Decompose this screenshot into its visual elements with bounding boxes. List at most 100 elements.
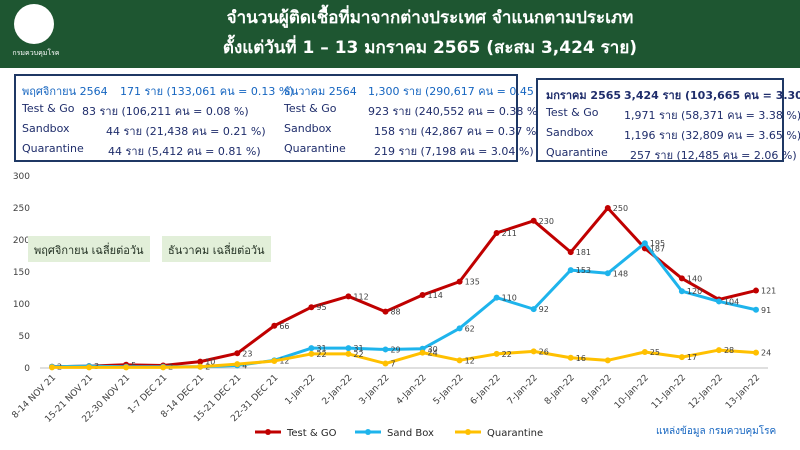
data-label: 95 bbox=[316, 303, 326, 312]
data-point bbox=[197, 358, 204, 365]
data-point bbox=[234, 350, 241, 357]
data-point bbox=[567, 249, 574, 256]
data-label: 110 bbox=[502, 294, 517, 303]
jan-total-label: มกราคม 2565 bbox=[546, 89, 622, 102]
data-label: 120 bbox=[687, 287, 702, 296]
data-label: 10 bbox=[205, 358, 215, 367]
data-label: 31 bbox=[353, 344, 363, 353]
data-point bbox=[567, 267, 574, 274]
data-point bbox=[530, 306, 537, 313]
data-point bbox=[493, 229, 500, 236]
data-point bbox=[678, 288, 685, 295]
legend-label: Test & GO bbox=[286, 428, 337, 439]
y-tick-label: 250 bbox=[13, 204, 30, 214]
dec-testgo-label: Test & Go bbox=[284, 102, 337, 115]
data-point bbox=[123, 364, 130, 371]
data-label: 88 bbox=[390, 308, 400, 317]
summary-box-jan: มกราคม 2565 3,424 ราย (103,665 คน = 3.30… bbox=[536, 78, 800, 162]
logo-text: กรมควบคุมโรค bbox=[12, 49, 60, 57]
x-tick-label: 3-Jan-22 bbox=[358, 373, 392, 407]
x-tick-label: 5-Jan-22 bbox=[432, 373, 466, 407]
data-point bbox=[86, 364, 93, 371]
y-tick-label: 100 bbox=[13, 300, 30, 310]
data-point bbox=[308, 350, 315, 357]
data-point bbox=[382, 346, 389, 353]
data-label: 22 bbox=[353, 350, 363, 359]
x-tick-label: 1-Jan-22 bbox=[284, 373, 318, 407]
data-point bbox=[456, 278, 463, 285]
jan-quarantine-label: Quarantine bbox=[546, 146, 608, 159]
data-point bbox=[715, 347, 722, 354]
data-point bbox=[530, 217, 537, 224]
data-point bbox=[308, 345, 315, 352]
legend-marker bbox=[365, 429, 371, 435]
x-tick-label: 4-Jan-22 bbox=[395, 373, 429, 407]
data-label: 114 bbox=[428, 291, 443, 300]
y-tick-label: 300 bbox=[13, 172, 30, 182]
summary-box-nov-dec: พฤศจิกายน 2564 171 ราย (133,061 คน = 0.1… bbox=[14, 74, 552, 162]
nov-total-label: พฤศจิกายน 2564 bbox=[22, 85, 108, 98]
dec-quarantine-label: Quarantine bbox=[284, 142, 346, 155]
data-point bbox=[382, 360, 389, 367]
data-label: 17 bbox=[687, 353, 697, 362]
data-label: 112 bbox=[353, 292, 368, 301]
data-label: 28 bbox=[724, 346, 734, 355]
dec-quarantine-value: 219 ราย (7,198 คน = 3.04 %) bbox=[374, 145, 534, 158]
data-label: 24 bbox=[761, 349, 771, 358]
dec-average-label: ธันวาคม เฉลี่ยต่อวัน bbox=[162, 236, 271, 262]
nov-testgo-value: 83 ราย (106,211 คน = 0.08 %) bbox=[82, 105, 249, 118]
nov-quarantine-value: 44 ราย (5,412 คน = 0.81 %) bbox=[108, 145, 261, 158]
legend-marker bbox=[465, 429, 471, 435]
dec-total-value: 1,300 ราย (290,617 คน = 0.45 %) bbox=[368, 85, 553, 98]
page-subtitle: ตั้งแต่วันที่ 1 – 13 มกราคม 2565 (สะสม 3… bbox=[222, 38, 638, 58]
x-tick-label: 11-Jan-22 bbox=[650, 373, 688, 411]
legend-marker bbox=[265, 429, 271, 435]
data-label: 250 bbox=[613, 204, 628, 213]
data-point bbox=[641, 349, 648, 355]
data-label: 16 bbox=[576, 354, 586, 363]
data-label: 148 bbox=[613, 269, 628, 278]
data-label: 24 bbox=[428, 349, 438, 358]
legend-label: Quarantine bbox=[487, 428, 543, 439]
y-tick-label: 200 bbox=[13, 236, 30, 246]
data-label: 92 bbox=[539, 305, 549, 314]
x-tick-label: 6-Jan-22 bbox=[469, 373, 503, 407]
data-point bbox=[604, 270, 611, 277]
data-point bbox=[308, 304, 315, 311]
data-point bbox=[345, 293, 352, 300]
logo-emblem-icon bbox=[14, 4, 54, 44]
data-point bbox=[678, 354, 685, 361]
ddc-logo: กรมควบคุมโรค bbox=[6, 4, 62, 64]
data-point bbox=[382, 308, 389, 315]
data-point bbox=[604, 205, 611, 211]
data-label: 181 bbox=[576, 248, 591, 257]
data-label: 31 bbox=[316, 344, 326, 353]
data-label: 22 bbox=[502, 350, 512, 359]
dec-sandbox-value: 158 ราย (42,867 คน = 0.37 %) bbox=[374, 125, 541, 138]
jan-sandbox-value: 1,196 ราย (32,809 คน = 3.65 %) bbox=[624, 129, 800, 142]
nov-sandbox-value: 44 ราย (21,438 คน = 0.21 %) bbox=[106, 125, 266, 138]
data-label: 211 bbox=[502, 229, 517, 238]
data-label: 29 bbox=[390, 345, 400, 354]
header-banner: กรมควบคุมโรค จำนวนผู้ติดเชื้อที่มาจากต่า… bbox=[0, 0, 800, 68]
series-line bbox=[52, 348, 757, 369]
data-label: 66 bbox=[279, 322, 289, 331]
x-tick-label: 2-Jan-22 bbox=[321, 373, 355, 407]
x-tick-label: 8-Jan-22 bbox=[543, 373, 577, 407]
data-label: 91 bbox=[761, 306, 771, 315]
data-point bbox=[49, 364, 55, 371]
data-point bbox=[271, 357, 278, 364]
data-label: 30 bbox=[428, 345, 438, 354]
data-label: 26 bbox=[539, 347, 549, 356]
data-point bbox=[530, 348, 537, 355]
data-label: 104 bbox=[724, 297, 739, 306]
legend-label: Sand Box bbox=[387, 428, 434, 439]
data-source: แหล่งข้อมูล กรมควบคุมโรค bbox=[656, 426, 777, 437]
data-label: 12 bbox=[279, 356, 289, 365]
data-point bbox=[678, 275, 685, 282]
data-point bbox=[753, 306, 759, 313]
data-label: 195 bbox=[650, 239, 665, 248]
y-tick-label: 50 bbox=[19, 332, 31, 342]
data-label: 62 bbox=[465, 324, 475, 333]
